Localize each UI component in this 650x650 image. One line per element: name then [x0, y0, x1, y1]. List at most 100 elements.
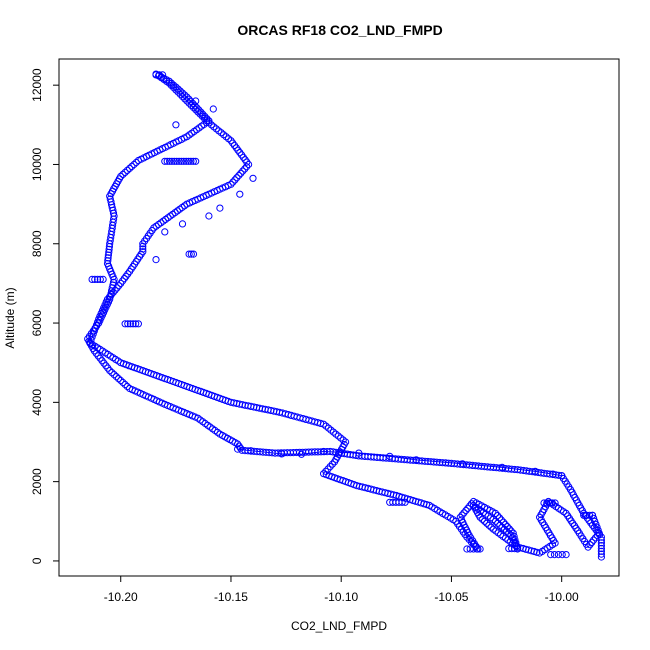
- data-point: [597, 542, 606, 550]
- data-point: [109, 278, 118, 286]
- data-point: [510, 532, 518, 541]
- data-point: [237, 169, 245, 177]
- data-point: [278, 450, 286, 458]
- data-point: [207, 121, 215, 129]
- data-point: [543, 499, 551, 507]
- data-point: [159, 71, 167, 79]
- data-point: [128, 162, 136, 170]
- data-point: [456, 513, 464, 521]
- data-point: [189, 250, 198, 258]
- data-point: [107, 291, 115, 299]
- data-point: [104, 364, 112, 372]
- data-point: [209, 105, 217, 113]
- data-point: [183, 97, 191, 105]
- data-point: [239, 167, 247, 175]
- data-point: [121, 168, 129, 176]
- data-point: [168, 157, 176, 165]
- data-point: [105, 293, 114, 301]
- data-point: [588, 511, 597, 519]
- x-tick-label: -10.00: [545, 590, 579, 604]
- data-point: [189, 157, 197, 165]
- data-point: [104, 257, 112, 265]
- data-point: [546, 499, 554, 507]
- data-point: [478, 515, 486, 523]
- data-point: [119, 170, 127, 178]
- data-point: [550, 551, 559, 559]
- data-point: [496, 521, 504, 529]
- data-point: [192, 97, 200, 105]
- data-point: [139, 240, 147, 248]
- data-point: [152, 256, 160, 264]
- data-point: [458, 511, 466, 519]
- data-point: [551, 499, 559, 507]
- data-point: [234, 445, 242, 453]
- data-point: [189, 104, 198, 112]
- data-point: [187, 101, 195, 110]
- data-point: [498, 523, 506, 531]
- data-point: [110, 371, 118, 379]
- data-point: [117, 279, 125, 287]
- data-point: [88, 333, 96, 341]
- data-point: [236, 190, 244, 198]
- data-point: [547, 551, 555, 559]
- data-point: [161, 157, 169, 165]
- data-point: [476, 545, 484, 553]
- data-point: [586, 511, 594, 519]
- data-point: [229, 178, 237, 186]
- data-point: [487, 523, 495, 531]
- data-point: [203, 117, 211, 125]
- data-point: [117, 376, 125, 385]
- data-point: [491, 509, 500, 518]
- data-point: [165, 79, 173, 87]
- data-point: [597, 550, 606, 558]
- data-point: [480, 517, 489, 525]
- data-point: [155, 71, 163, 79]
- data-point: [200, 114, 209, 123]
- data-point: [108, 369, 116, 377]
- data-point: [180, 157, 188, 165]
- data-point: [167, 81, 175, 90]
- data-point: [121, 320, 129, 328]
- data-point: [245, 160, 253, 169]
- data-point: [549, 470, 557, 478]
- plot-frame: [58, 58, 620, 577]
- data-point: [591, 534, 600, 542]
- x-tick-label: -10.15: [214, 590, 248, 604]
- data-point: [96, 354, 104, 362]
- data-point: [163, 157, 171, 165]
- data-point: [591, 517, 599, 525]
- data-point: [205, 212, 213, 220]
- data-point: [172, 86, 180, 94]
- data-point: [173, 207, 181, 215]
- data-point: [181, 95, 189, 103]
- data-point: [194, 108, 202, 116]
- data-point: [401, 498, 409, 506]
- data-point: [464, 504, 472, 512]
- data-point: [111, 286, 119, 294]
- data-point: [96, 275, 104, 283]
- y-tick-label: 2000: [30, 468, 44, 495]
- data-point: [123, 166, 131, 174]
- data-point: [154, 220, 163, 229]
- data-point: [105, 245, 113, 253]
- data-point: [119, 378, 127, 387]
- data-point: [339, 436, 347, 444]
- x-tick-label: -10.10: [324, 590, 358, 604]
- data-point: [170, 157, 178, 165]
- data-point: [129, 320, 137, 328]
- data-point: [320, 447, 328, 456]
- data-point: [87, 336, 95, 344]
- chart-title: ORCAS RF18 CO2_LND_FMPD: [237, 22, 442, 38]
- data-point: [185, 157, 193, 165]
- data-point: [167, 79, 175, 87]
- data-point: [216, 204, 224, 212]
- data-point: [198, 112, 206, 120]
- data-point: [531, 467, 539, 475]
- y-tick-label: 10000: [30, 147, 44, 181]
- data-point: [514, 545, 522, 553]
- data-point: [177, 157, 185, 165]
- data-point: [231, 176, 239, 184]
- x-axis-label: CO2_LND_FMPD: [291, 619, 387, 633]
- data-point: [320, 420, 328, 428]
- data-point: [398, 498, 406, 506]
